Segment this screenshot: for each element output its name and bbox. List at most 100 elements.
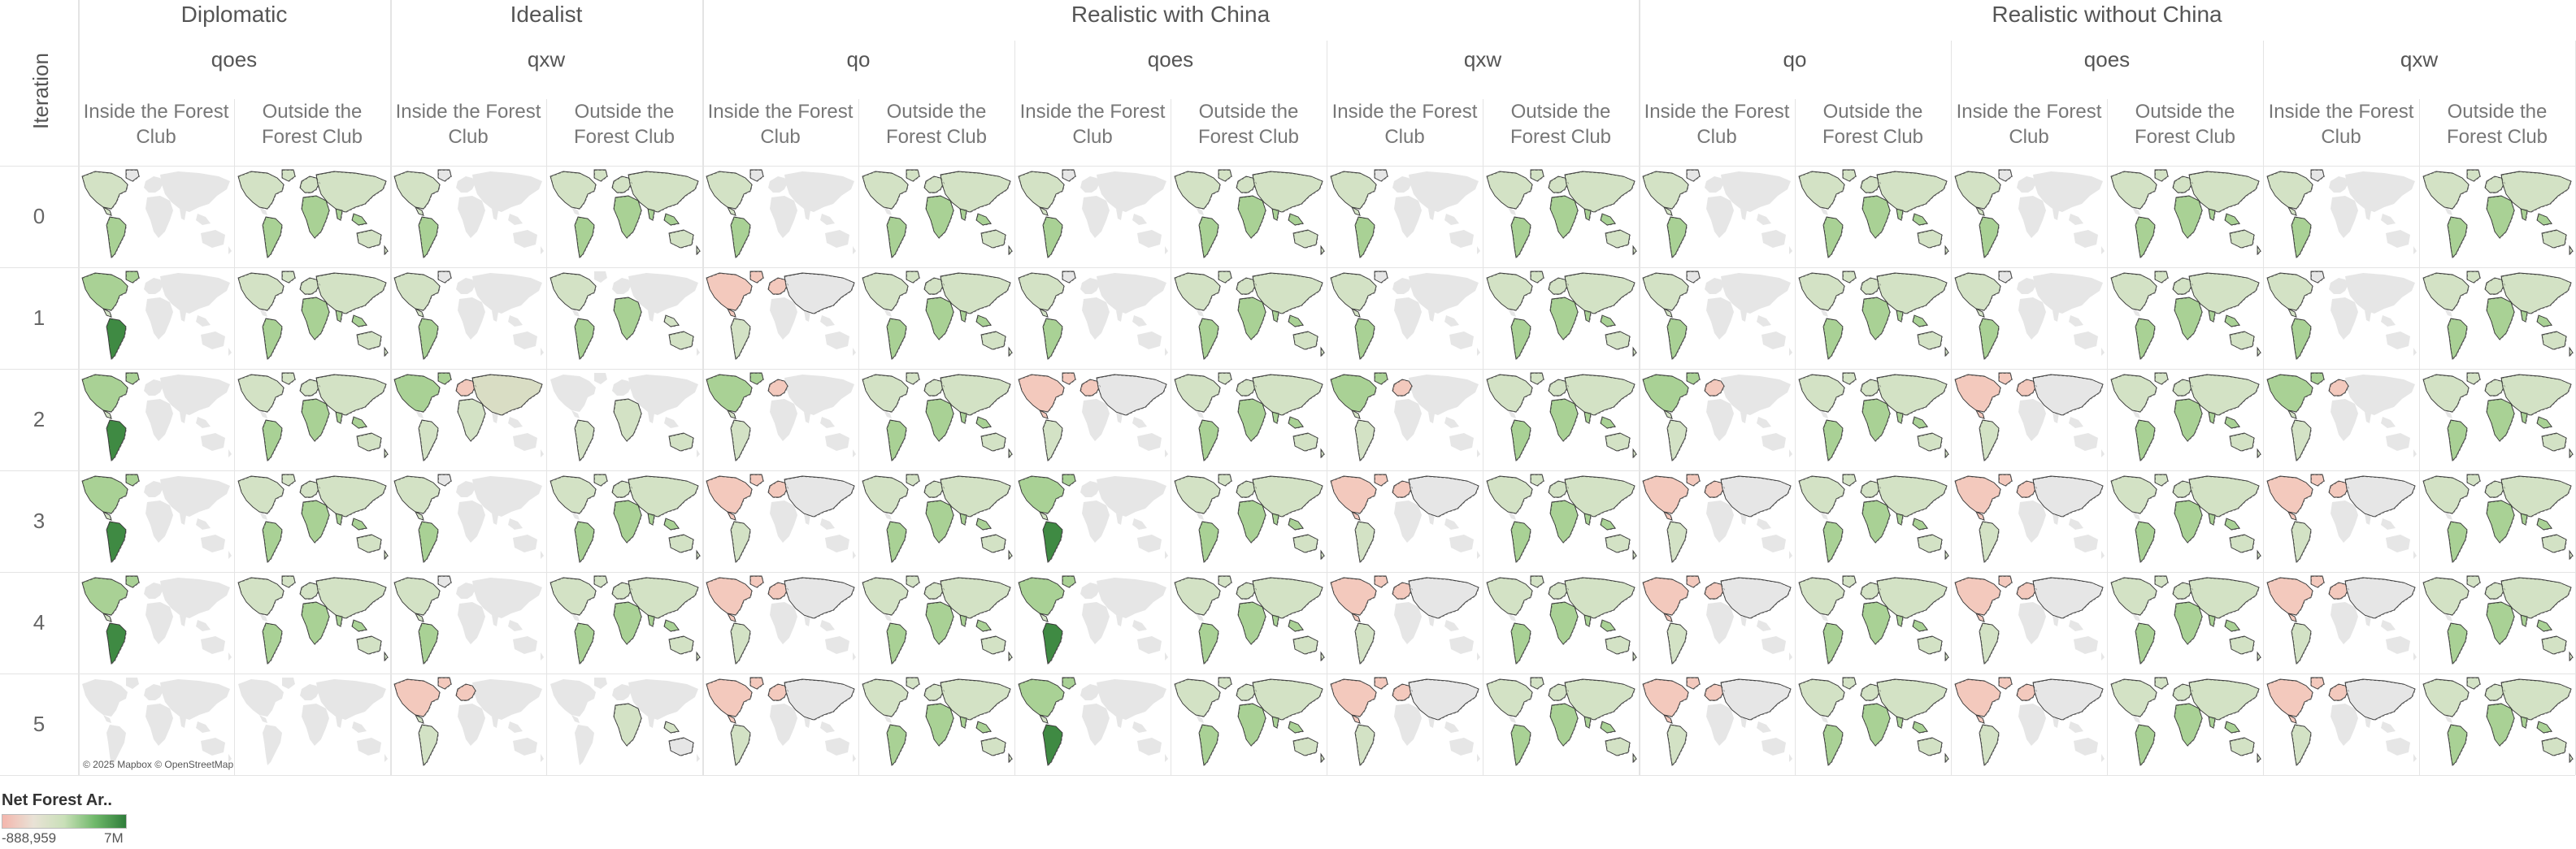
country-region-af[interactable]: [2174, 601, 2203, 645]
subgroup-header[interactable]: qxw: [1463, 47, 1502, 71]
country-region-sa[interactable]: [886, 521, 907, 563]
country-region-ca[interactable]: [1038, 307, 1049, 318]
country-region-na[interactable]: [2422, 272, 2470, 311]
country-region-sa[interactable]: [1979, 216, 2000, 258]
country-region-as[interactable]: [315, 171, 387, 213]
country-region-grn[interactable]: [593, 575, 608, 588]
country-region-na[interactable]: [706, 475, 753, 514]
map-cell[interactable]: [2108, 471, 2263, 572]
iteration-label[interactable]: 5: [33, 711, 46, 736]
country-region-au[interactable]: [980, 635, 1006, 655]
country-region-sa[interactable]: [2135, 622, 2156, 665]
country-region-as[interactable]: [940, 272, 1011, 314]
country-region-sea[interactable]: [2536, 416, 2552, 429]
country-region-sa[interactable]: [886, 622, 907, 665]
country-region-grn[interactable]: [1842, 271, 1857, 284]
country-region-sa[interactable]: [262, 318, 283, 360]
country-region-grn[interactable]: [749, 271, 764, 284]
country-region-au[interactable]: [1917, 534, 1943, 553]
country-region-as[interactable]: [1408, 678, 1479, 721]
country-region-as[interactable]: [2500, 678, 2572, 721]
country-region-sa[interactable]: [1822, 724, 1844, 766]
country-region-ca[interactable]: [1038, 206, 1049, 216]
country-region-af[interactable]: [301, 297, 330, 340]
country-region-grn[interactable]: [1062, 575, 1076, 588]
country-region-ca[interactable]: [2287, 206, 2297, 216]
iteration-label[interactable]: 0: [33, 203, 46, 228]
country-region-sa[interactable]: [1979, 724, 2000, 766]
country-region-sa[interactable]: [418, 622, 439, 665]
country-region-sa[interactable]: [2135, 419, 2156, 461]
country-region-as[interactable]: [1564, 374, 1636, 416]
map-cell[interactable]: [2420, 573, 2575, 674]
country-region-grn[interactable]: [1842, 677, 1857, 690]
country-region-na[interactable]: [1798, 577, 1845, 616]
country-region-na[interactable]: [81, 475, 128, 514]
country-region-na[interactable]: [1018, 272, 1065, 311]
country-region-ind[interactable]: [1896, 716, 1904, 729]
country-region-af[interactable]: [301, 195, 330, 239]
country-region-sa[interactable]: [2291, 622, 2312, 665]
map-cell[interactable]: [235, 167, 390, 267]
country-region-ind[interactable]: [2208, 716, 2216, 729]
country-region-sea[interactable]: [1912, 314, 1928, 327]
country-region-au[interactable]: [980, 534, 1006, 553]
country-region-sa[interactable]: [2135, 216, 2156, 258]
country-region-na[interactable]: [1486, 475, 1533, 514]
scenario-header[interactable]: Realistic without China: [1992, 2, 2222, 27]
country-region-ind[interactable]: [2208, 310, 2216, 323]
country-region-af[interactable]: [1861, 297, 1891, 340]
country-region-au[interactable]: [668, 229, 694, 249]
map-cell[interactable]: [547, 573, 702, 674]
country-region-as[interactable]: [315, 475, 387, 518]
map-cell[interactable]: [2420, 167, 2575, 267]
country-region-na[interactable]: [1642, 577, 1689, 616]
country-region-sea[interactable]: [351, 416, 367, 429]
country-region-grn[interactable]: [2466, 372, 2481, 385]
country-region-ca[interactable]: [1662, 307, 1673, 318]
country-region-au[interactable]: [1605, 331, 1631, 350]
country-region-sa[interactable]: [418, 419, 439, 461]
country-region-sa[interactable]: [1822, 521, 1844, 563]
map-cell[interactable]: [1327, 167, 1483, 267]
country-region-af[interactable]: [1549, 601, 1579, 645]
country-region-as[interactable]: [1408, 577, 1479, 619]
country-region-af[interactable]: [613, 398, 642, 442]
country-region-sa[interactable]: [886, 216, 907, 258]
country-region-sa[interactable]: [730, 419, 751, 461]
country-region-grn[interactable]: [749, 677, 764, 690]
country-region-sea[interactable]: [1600, 721, 1616, 734]
country-region-af[interactable]: [2486, 500, 2515, 544]
country-region-na[interactable]: [862, 374, 909, 413]
country-region-sa[interactable]: [2291, 419, 2312, 461]
country-region-sa[interactable]: [1510, 622, 1531, 665]
country-region-as[interactable]: [1252, 678, 1323, 721]
country-region-na[interactable]: [550, 577, 597, 616]
country-region-ca[interactable]: [1974, 510, 1985, 521]
country-region-na[interactable]: [862, 171, 909, 210]
country-region-ind[interactable]: [1271, 716, 1279, 729]
country-region-ca[interactable]: [1350, 307, 1361, 318]
country-region-sa[interactable]: [1510, 521, 1531, 563]
map-cell[interactable]: [79, 268, 234, 369]
club-header[interactable]: Outside the Forest Club: [573, 101, 675, 148]
country-region-sea[interactable]: [1600, 213, 1616, 226]
country-region-na[interactable]: [393, 374, 441, 413]
map-cell[interactable]: [703, 268, 858, 369]
country-region-sa[interactable]: [730, 318, 751, 360]
map-cell[interactable]: [2264, 674, 2419, 775]
map-cell[interactable]: [703, 573, 858, 674]
country-region-grn[interactable]: [1062, 372, 1076, 385]
country-region-af[interactable]: [925, 398, 954, 442]
map-cell[interactable]: [79, 573, 234, 674]
country-region-eu[interactable]: [1392, 379, 1413, 396]
map-cell[interactable]: [2420, 471, 2575, 572]
scenario-header[interactable]: Realistic with China: [1071, 2, 1271, 27]
country-region-ca[interactable]: [1662, 409, 1673, 419]
country-region-ind[interactable]: [1271, 310, 1279, 323]
country-region-ca[interactable]: [1662, 510, 1673, 521]
country-region-na[interactable]: [393, 171, 441, 210]
country-region-sea[interactable]: [2536, 619, 2552, 632]
scenario-header[interactable]: Diplomatic: [180, 2, 288, 27]
country-region-grn[interactable]: [437, 372, 452, 385]
